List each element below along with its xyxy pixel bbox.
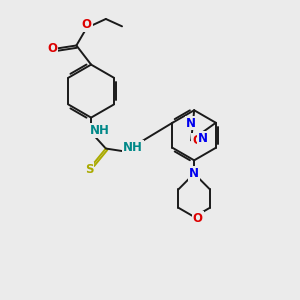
Text: O: O [192, 134, 202, 147]
Text: O: O [193, 212, 203, 225]
Text: NH: NH [123, 141, 143, 154]
Text: N: N [189, 167, 199, 180]
Text: NH: NH [89, 124, 109, 137]
Text: N: N [186, 116, 196, 130]
Text: O: O [82, 18, 92, 31]
Text: S: S [85, 163, 93, 176]
Text: O: O [47, 42, 57, 55]
Text: N: N [198, 132, 208, 145]
